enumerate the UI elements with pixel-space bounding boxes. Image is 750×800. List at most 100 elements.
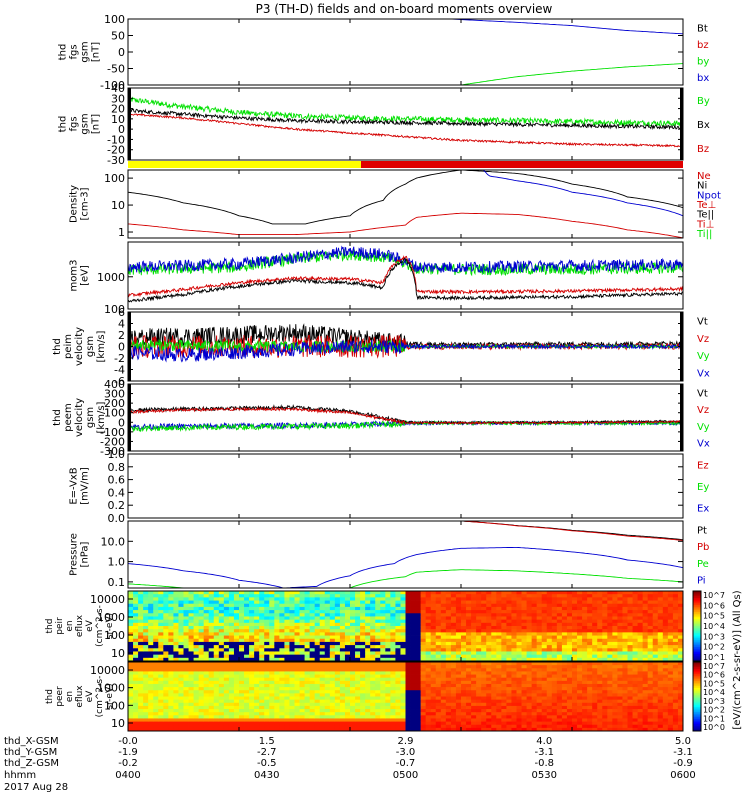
spec-cell — [355, 693, 361, 697]
spec-cell — [647, 616, 654, 621]
spec-cell — [284, 629, 290, 633]
spec-cell — [264, 727, 270, 732]
spec-cell — [445, 699, 452, 704]
spec-cell — [415, 662, 422, 666]
spec-cell — [450, 619, 457, 624]
spec-cell — [652, 632, 659, 636]
spec-cell — [279, 699, 285, 704]
spec-cell — [218, 705, 225, 710]
spec-cell — [264, 718, 270, 722]
spec-cell — [314, 677, 321, 682]
spec-cell — [173, 705, 179, 710]
spec-cell — [667, 606, 674, 611]
spec-cell — [440, 677, 447, 682]
spec-cell — [450, 727, 457, 732]
spec-cell — [577, 662, 583, 666]
spec-cell — [455, 680, 462, 685]
spec-cell — [501, 668, 507, 672]
spec-cell — [370, 648, 376, 652]
spec-cell — [355, 600, 361, 605]
spec-cell — [148, 629, 154, 633]
spec-cell — [471, 683, 477, 688]
spec-cell — [269, 693, 275, 697]
y-axis-label: peim — [63, 334, 74, 359]
spec-cell — [218, 594, 225, 598]
spec-cell — [239, 594, 245, 598]
spec-cell — [597, 626, 603, 630]
spec-cell — [324, 696, 331, 701]
spec-cell — [481, 629, 487, 633]
y-axis-label: gsm — [85, 407, 96, 428]
spec-cell — [153, 680, 159, 685]
spec-cell — [334, 680, 341, 685]
spec-cell — [143, 626, 149, 630]
spec-cell — [188, 677, 194, 682]
spec-cell — [410, 724, 416, 729]
spec-cell — [445, 594, 452, 598]
spec-cell — [612, 696, 618, 701]
spec-cell — [556, 622, 563, 627]
spec-cell — [486, 635, 492, 640]
spec-cell — [577, 690, 583, 694]
spec-cell — [304, 718, 311, 722]
spec-cell — [516, 616, 522, 621]
spec-cell — [314, 645, 321, 649]
spec-cell — [213, 690, 220, 694]
spec-cell — [425, 619, 432, 624]
spec-cell — [213, 693, 220, 697]
spec-cell — [607, 641, 613, 646]
spec-cell — [208, 677, 215, 682]
spec-cell — [491, 629, 497, 633]
spec-cell — [208, 662, 215, 666]
spec-cell — [314, 680, 321, 685]
spec-cell — [617, 638, 623, 643]
spec-cell — [667, 591, 674, 595]
y-tick-label: 1 — [118, 226, 125, 239]
spec-cell — [667, 626, 674, 630]
spec-cell — [284, 603, 290, 608]
spec-cell — [233, 641, 240, 646]
spec-cell — [602, 668, 608, 672]
spec-cell — [511, 724, 517, 729]
spec-cell — [213, 606, 220, 611]
spec-cell — [496, 626, 502, 630]
spec-cell — [249, 721, 255, 726]
spec-cell — [249, 687, 255, 691]
spec-cell — [420, 693, 427, 697]
spec-cell — [521, 600, 527, 605]
spec-cell — [148, 600, 154, 605]
spec-cell — [617, 683, 623, 688]
spec-cell — [400, 696, 406, 701]
spec-cell — [284, 727, 290, 732]
spec-cell — [208, 597, 215, 601]
spec-cell — [450, 690, 457, 694]
spec-cell — [294, 690, 300, 694]
spec-cell — [289, 724, 295, 729]
spec-cell — [415, 665, 422, 669]
spec-cell — [329, 591, 336, 595]
spec-cell — [324, 668, 331, 672]
spec-cell — [466, 715, 472, 719]
spec-cell — [541, 690, 548, 694]
spec-cell — [461, 632, 467, 636]
spec-cell — [541, 654, 548, 659]
spec-cell — [582, 671, 588, 675]
spec-cell — [334, 613, 341, 617]
spec-cell — [168, 619, 174, 624]
spec-cell — [556, 671, 563, 675]
spec-cell — [158, 591, 164, 595]
spec-cell — [511, 702, 517, 707]
spec-cell — [561, 610, 568, 614]
spec-cell — [572, 597, 578, 601]
spec-cell — [183, 693, 189, 697]
spec-cell — [284, 616, 290, 621]
spec-cell — [425, 638, 432, 643]
spec-cell — [385, 683, 391, 688]
spec-cell — [339, 632, 346, 636]
spec-cell — [506, 693, 512, 697]
spec-cell — [173, 709, 179, 713]
spec-cell — [228, 705, 235, 710]
spec-cell — [228, 712, 235, 716]
spec-cell — [304, 645, 311, 649]
spec-cell — [360, 671, 366, 675]
